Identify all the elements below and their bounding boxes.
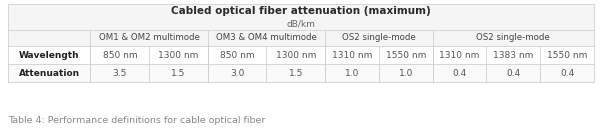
Text: Table 4: Performance definitions for cable optical fiber: Table 4: Performance definitions for cab… (8, 116, 265, 125)
Text: 0.4: 0.4 (560, 69, 574, 78)
Text: Wavelength: Wavelength (19, 50, 80, 59)
Text: Cabled optical fiber attenuation (maximum): Cabled optical fiber attenuation (maximu… (171, 6, 431, 16)
Bar (8, 64, 594, 82)
Text: OM3 & OM4 multimode: OM3 & OM4 multimode (216, 34, 317, 42)
Text: 1300 nm: 1300 nm (158, 50, 199, 59)
Text: 3.0: 3.0 (230, 69, 244, 78)
Text: 1.0: 1.0 (345, 69, 359, 78)
Text: 1383 nm: 1383 nm (493, 50, 533, 59)
Text: 1.5: 1.5 (171, 69, 185, 78)
Text: 0.4: 0.4 (506, 69, 520, 78)
Text: OS2 single-mode: OS2 single-mode (342, 34, 416, 42)
Text: 1310 nm: 1310 nm (439, 50, 480, 59)
Text: 0.4: 0.4 (452, 69, 467, 78)
Text: 3.5: 3.5 (113, 69, 127, 78)
Text: 1550 nm: 1550 nm (547, 50, 587, 59)
Text: Attenuation: Attenuation (19, 69, 80, 78)
Text: 850 nm: 850 nm (103, 50, 137, 59)
Text: 1550 nm: 1550 nm (386, 50, 426, 59)
Text: dB/km: dB/km (287, 20, 316, 29)
Text: 1310 nm: 1310 nm (332, 50, 372, 59)
Text: 1.0: 1.0 (398, 69, 413, 78)
Bar (8, 30, 594, 46)
Bar (8, 46, 594, 64)
Text: 850 nm: 850 nm (220, 50, 254, 59)
Text: 1300 nm: 1300 nm (275, 50, 316, 59)
Text: OM1 & OM2 multimode: OM1 & OM2 multimode (99, 34, 200, 42)
Text: 1.5: 1.5 (289, 69, 303, 78)
Bar (8, 4, 594, 30)
Text: OS2 single-mode: OS2 single-mode (476, 34, 550, 42)
